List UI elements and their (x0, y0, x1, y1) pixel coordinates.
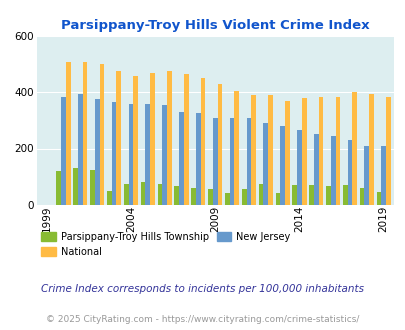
Bar (179, 112, 183, 205)
Bar (229, 118, 234, 205)
Bar (217, 84, 222, 205)
Legend: Parsippany-Troy Hills Township, National, New Jersey: Parsippany-Troy Hills Township, National… (37, 228, 294, 261)
Bar (56, 171, 61, 205)
Bar (258, 183, 263, 205)
Bar (309, 185, 313, 205)
Bar (212, 118, 217, 205)
Bar (107, 190, 111, 205)
Bar (66, 61, 70, 205)
Bar (83, 61, 87, 205)
Bar (246, 118, 251, 205)
Bar (78, 94, 83, 205)
Bar (364, 146, 368, 205)
Bar (174, 186, 179, 205)
Bar (318, 97, 322, 205)
Bar (133, 76, 138, 205)
Bar (296, 130, 301, 205)
Bar (325, 186, 330, 205)
Bar (241, 189, 246, 205)
Bar (183, 74, 188, 205)
Bar (275, 193, 279, 205)
Bar (191, 188, 196, 205)
Text: Crime Index corresponds to incidents per 100,000 inhabitants: Crime Index corresponds to incidents per… (41, 284, 364, 294)
Bar (162, 105, 166, 205)
Bar (124, 183, 128, 205)
Bar (111, 102, 116, 205)
Bar (95, 99, 99, 205)
Bar (128, 104, 133, 205)
Bar (284, 101, 289, 205)
Bar (292, 185, 296, 205)
Bar (251, 95, 255, 205)
Bar (359, 188, 364, 205)
Bar (279, 126, 284, 205)
Bar (342, 185, 347, 205)
Text: © 2025 CityRating.com - https://www.cityrating.com/crime-statistics/: © 2025 CityRating.com - https://www.city… (46, 315, 359, 324)
Bar (90, 170, 95, 205)
Title: Parsippany-Troy Hills Violent Crime Index: Parsippany-Troy Hills Violent Crime Inde… (61, 19, 369, 32)
Bar (330, 136, 335, 205)
Bar (385, 97, 390, 205)
Bar (200, 79, 205, 205)
Bar (368, 94, 373, 205)
Bar (347, 140, 352, 205)
Bar (61, 97, 66, 205)
Bar (141, 182, 145, 205)
Bar (196, 114, 200, 205)
Bar (224, 193, 229, 205)
Bar (301, 98, 306, 205)
Bar (208, 189, 212, 205)
Bar (335, 97, 339, 205)
Bar (352, 92, 356, 205)
Bar (376, 192, 380, 205)
Bar (313, 135, 318, 205)
Bar (99, 64, 104, 205)
Bar (267, 95, 272, 205)
Bar (116, 71, 121, 205)
Bar (150, 73, 154, 205)
Bar (234, 91, 239, 205)
Bar (157, 183, 162, 205)
Bar (263, 123, 267, 205)
Bar (166, 71, 171, 205)
Bar (145, 104, 150, 205)
Bar (73, 168, 78, 205)
Bar (380, 146, 385, 205)
